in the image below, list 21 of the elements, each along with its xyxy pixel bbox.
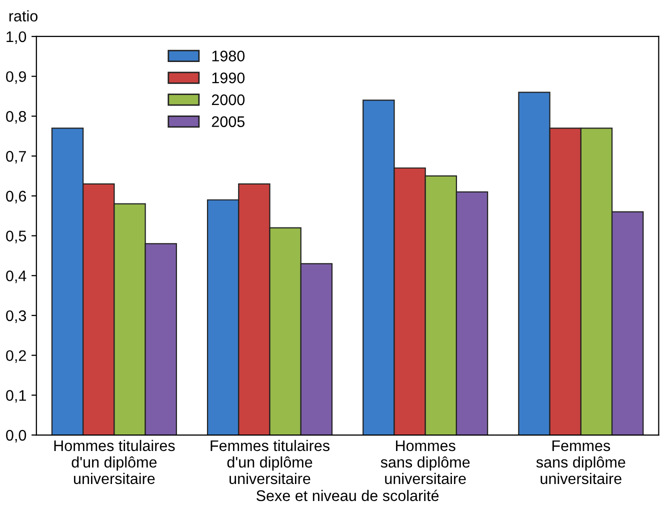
x-tick-label: Femmes titulaires d'un diplôme universitaire	[210, 440, 330, 484]
y-tick-label: 0,5	[6, 230, 26, 244]
y-tick-label: 0,9	[6, 71, 26, 84]
y-tick-label: 0,6	[6, 190, 26, 204]
x-tick-label: Femmes sans diplôme universitaire	[536, 440, 626, 484]
legend-label: 2000	[212, 94, 245, 106]
legend-label: 1980	[212, 50, 245, 62]
y-tick-label: 0,2	[6, 350, 26, 363]
y-tick-label: 0,8	[6, 111, 26, 124]
y-tick-label: 0,1	[6, 390, 26, 403]
y-tick-label: 0,3	[6, 310, 26, 323]
x-tick-label: Hommes sans diplôme universitaire	[380, 440, 470, 484]
y-tick-label: 0,7	[6, 150, 26, 164]
y-axis-title: ratio	[9, 10, 38, 22]
y-tick-label: 0,4	[6, 270, 26, 284]
y-tick-label: 1,0	[6, 31, 26, 44]
x-tick-label: Hommes titulaires d'un diplôme universitaire	[54, 440, 175, 484]
legend-label: 1990	[212, 72, 245, 84]
x-axis-title: Sexe et niveau de scolarité	[256, 490, 439, 502]
y-tick-label: 0,0	[6, 430, 26, 443]
legend-label: 2005	[212, 116, 245, 128]
